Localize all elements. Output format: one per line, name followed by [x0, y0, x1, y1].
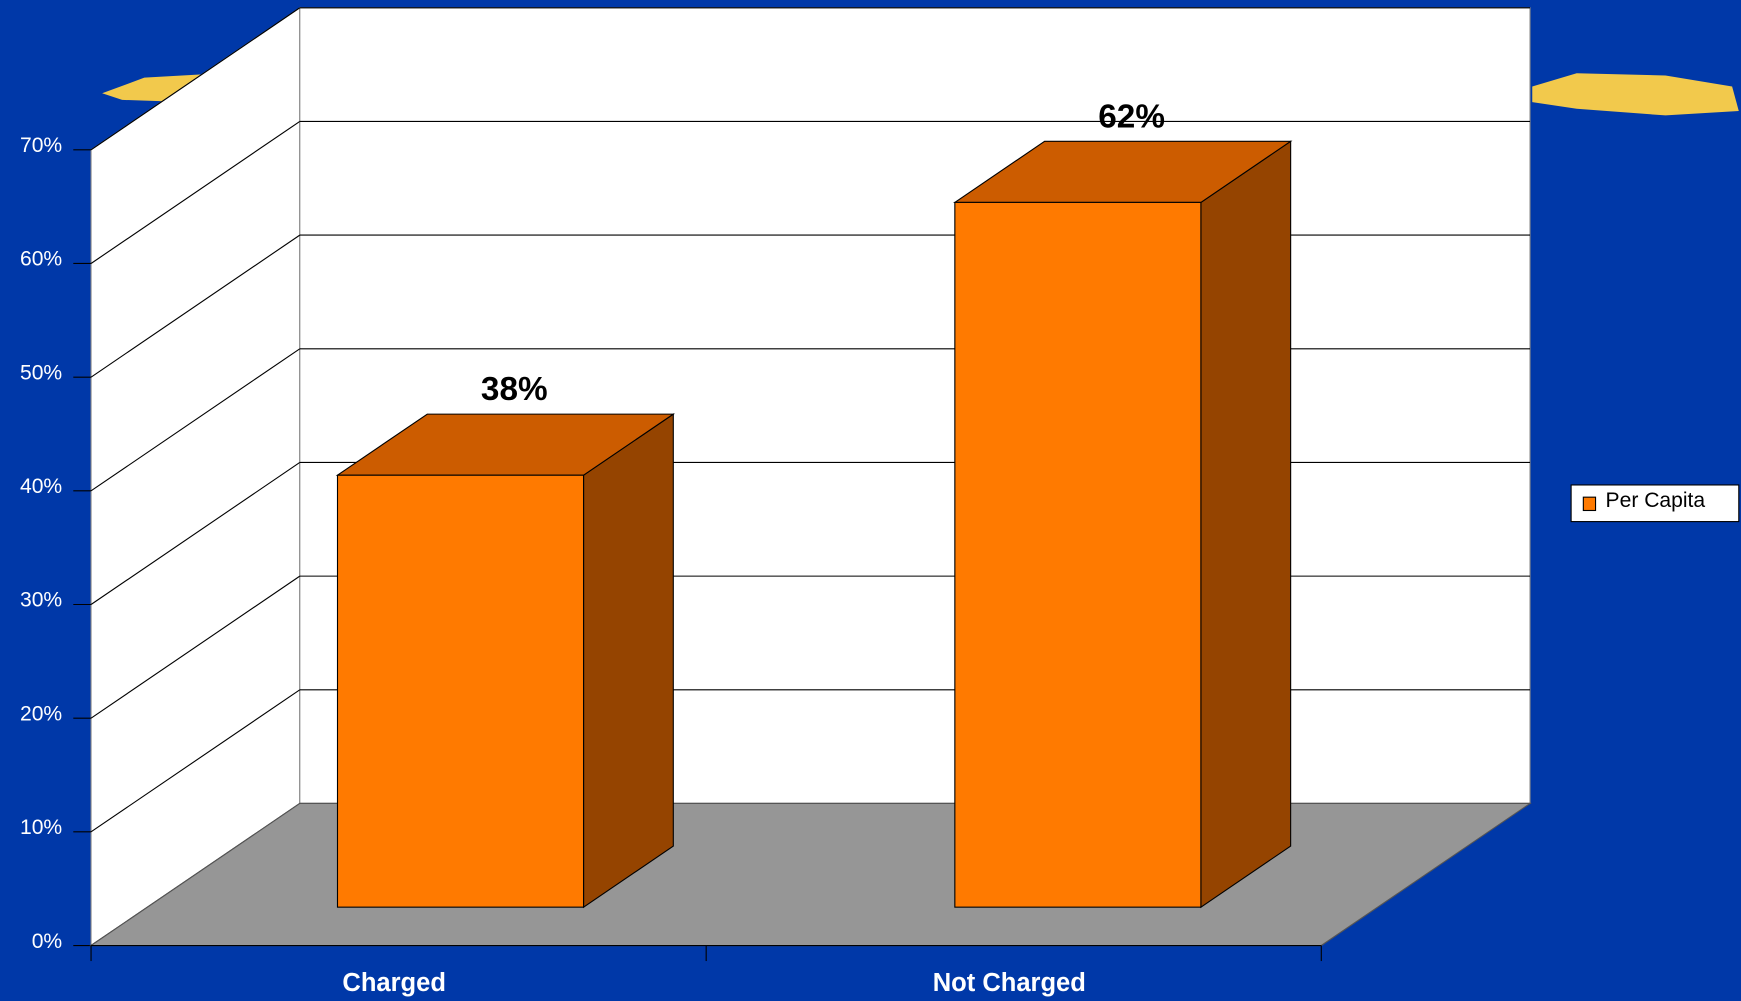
legend-box — [1570, 484, 1740, 523]
y-tick-label: 30% — [20, 589, 62, 612]
y-tick-label: 0% — [32, 930, 62, 953]
decoration — [1532, 73, 1739, 116]
y-tick-label: 40% — [20, 475, 62, 498]
value-label: 38% — [481, 371, 548, 408]
y-tick-label: 50% — [20, 361, 62, 384]
grid-line — [90, 575, 301, 719]
y-tick-label: 60% — [20, 248, 62, 271]
side-wall — [90, 6, 301, 947]
grid-line — [90, 7, 301, 151]
bar — [336, 474, 585, 908]
grid-line — [90, 348, 301, 492]
grid-line — [90, 120, 301, 264]
value-label: 62% — [1098, 98, 1165, 135]
bar-side — [582, 413, 674, 909]
y-tick-label: 10% — [20, 816, 62, 839]
y-tick-label: 20% — [20, 702, 62, 725]
grid-line — [90, 461, 301, 605]
x-tick-label: Charged — [342, 969, 446, 997]
y-tick-label: 70% — [20, 134, 62, 157]
bar-side — [1200, 140, 1292, 909]
legend-swatch — [1582, 496, 1597, 512]
legend-label: Per Capita — [1606, 489, 1706, 512]
x-tick-label: Not Charged — [933, 969, 1086, 997]
grid-line — [90, 234, 301, 378]
grid-line — [90, 689, 301, 833]
bar — [954, 201, 1202, 908]
floor — [89, 802, 1532, 947]
